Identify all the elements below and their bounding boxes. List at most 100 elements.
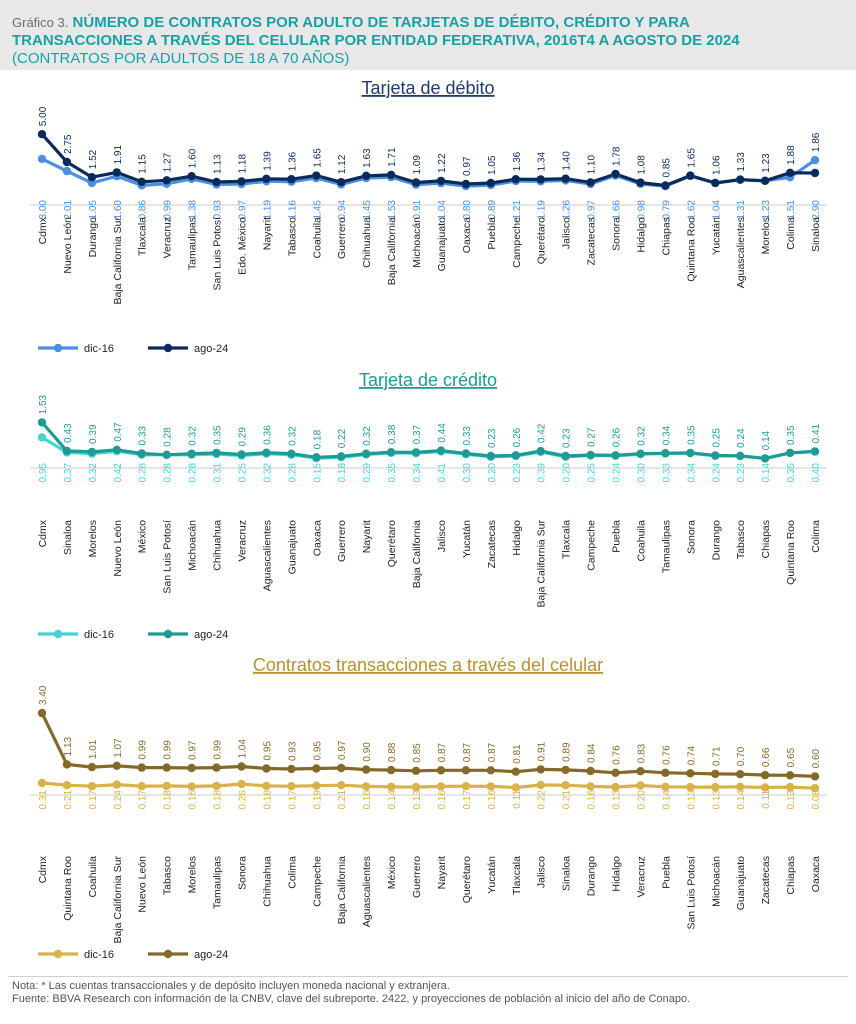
data-label-ago24: 0.33 (462, 426, 473, 446)
data-point-ago24 (362, 171, 371, 180)
data-label-ago24: 1.65 (312, 148, 323, 168)
data-point-ago24 (736, 175, 745, 184)
data-point-ago24 (686, 448, 695, 458)
category-label: Cdmx (37, 855, 49, 883)
data-point-ago24 (386, 765, 396, 775)
data-label-dic16: 0.94 (337, 200, 348, 220)
category-label: Yucatán (486, 856, 498, 894)
data-label-dic16: 0.15 (312, 463, 323, 483)
category-label: Nuevo León (137, 856, 149, 913)
category-label: Baja California (336, 856, 348, 924)
data-label-dic16: 0.17 (462, 790, 473, 810)
legend-marker-ago24 (163, 949, 173, 959)
data-label-ago24: 0.81 (512, 744, 523, 764)
data-point-ago24 (760, 176, 770, 185)
data-point-ago24 (561, 451, 570, 461)
data-point-ago24 (486, 451, 495, 461)
chart-title-line-2: TRANSACCIONES A TRAVÉS DEL CELULAR POR E… (12, 32, 740, 49)
data-label-dic16: 0.39 (537, 463, 548, 483)
data-point-ago24 (711, 178, 720, 188)
data-label-dic16: 0.21 (337, 790, 348, 810)
data-label-ago24: 0.95 (262, 741, 273, 761)
data-label-dic16: 2.01 (63, 200, 74, 220)
chart-title: Tarjeta de débito (361, 78, 494, 98)
data-point-ago24 (337, 452, 346, 461)
data-point-ago24 (37, 418, 47, 427)
series-line-ago24 (40, 712, 816, 778)
footer-divider (8, 976, 848, 977)
category-label: Chiapas (785, 856, 797, 895)
data-point-dic16 (686, 782, 695, 792)
data-label-ago24: 0.99 (138, 740, 149, 760)
data-point-dic16 (337, 781, 346, 790)
data-label-dic16: 0.40 (811, 463, 822, 483)
category-label: Sinaloa (810, 217, 822, 252)
data-label-ago24: 1.13 (63, 736, 74, 756)
data-label-dic16: 0.14 (387, 790, 398, 810)
data-label-ago24: 1.18 (238, 154, 249, 174)
category-label: Sinaloa (561, 856, 573, 891)
data-label-ago24: 0.97 (462, 156, 473, 176)
data-point-ago24 (237, 450, 246, 459)
data-label-ago24: 0.83 (637, 743, 648, 763)
data-label-dic16: 0.35 (786, 463, 797, 483)
data-point-ago24 (112, 761, 122, 770)
data-label-ago24: 1.63 (362, 148, 373, 168)
data-point-dic16 (810, 784, 820, 793)
data-label-ago24: 0.32 (188, 426, 199, 446)
category-label: Chihuahua (261, 856, 273, 907)
category-label: Tlaxcala (561, 520, 573, 559)
category-label: Aguascalientes (361, 856, 373, 927)
category-label: Sonora (611, 217, 623, 251)
data-label-dic16: 0.32 (262, 463, 273, 483)
data-point-ago24 (162, 450, 171, 459)
data-point-dic16 (112, 780, 122, 789)
data-label-dic16: 1.26 (562, 200, 573, 220)
data-point-dic16 (237, 779, 246, 789)
data-label-ago24: 1.09 (412, 155, 423, 175)
data-point-dic16 (636, 781, 645, 790)
data-label-ago24: 0.23 (562, 428, 573, 448)
data-point-dic16 (187, 782, 196, 791)
category-label: Michoacán (187, 520, 199, 571)
data-label-ago24: 0.91 (537, 741, 548, 761)
data-label-ago24: 1.06 (711, 155, 722, 175)
data-label-ago24: 0.87 (462, 742, 473, 762)
data-label-ago24: 1.52 (88, 149, 99, 169)
data-label-dic16: 0.16 (487, 790, 498, 810)
data-point-ago24 (87, 173, 97, 182)
data-label-ago24: 0.32 (287, 426, 298, 446)
category-label: Coahuila (87, 856, 99, 898)
data-label-dic16: 1.04 (437, 200, 448, 220)
data-point-ago24 (561, 174, 570, 183)
chart-title-line-1: Gráfico 3. NÚMERO DE CONTRATOS POR ADULT… (12, 14, 690, 31)
data-point-ago24 (611, 768, 620, 777)
data-point-dic16 (411, 782, 421, 792)
data-point-dic16 (287, 782, 296, 791)
data-label-ago24: 1.53 (38, 394, 49, 414)
data-point-ago24 (112, 168, 122, 177)
data-point-ago24 (436, 766, 446, 775)
data-label-dic16: 1.19 (262, 200, 273, 220)
data-point-ago24 (711, 451, 720, 460)
data-point-ago24 (736, 451, 745, 460)
data-point-ago24 (137, 177, 146, 186)
data-point-ago24 (760, 454, 770, 463)
data-point-dic16 (711, 782, 720, 792)
data-label-dic16: 0.28 (138, 463, 149, 483)
data-label-ago24: 0.71 (711, 746, 722, 766)
data-point-ago24 (87, 762, 97, 772)
category-label: Baja California Sur (112, 855, 124, 943)
data-label-ago24: 0.87 (487, 742, 498, 762)
data-label-dic16: 0.89 (487, 200, 498, 220)
category-label: Nayarit (361, 520, 373, 553)
data-label-dic16: 0.23 (512, 463, 523, 483)
data-label-dic16: 0.41 (437, 463, 448, 483)
data-label-ago24: 1.13 (213, 154, 224, 174)
data-point-ago24 (62, 446, 72, 456)
data-label-dic16: 0.21 (562, 790, 573, 810)
data-label-ago24: 1.36 (287, 151, 298, 171)
data-point-ago24 (262, 174, 271, 183)
data-point-ago24 (436, 446, 446, 455)
data-label-ago24: 0.47 (113, 422, 124, 442)
